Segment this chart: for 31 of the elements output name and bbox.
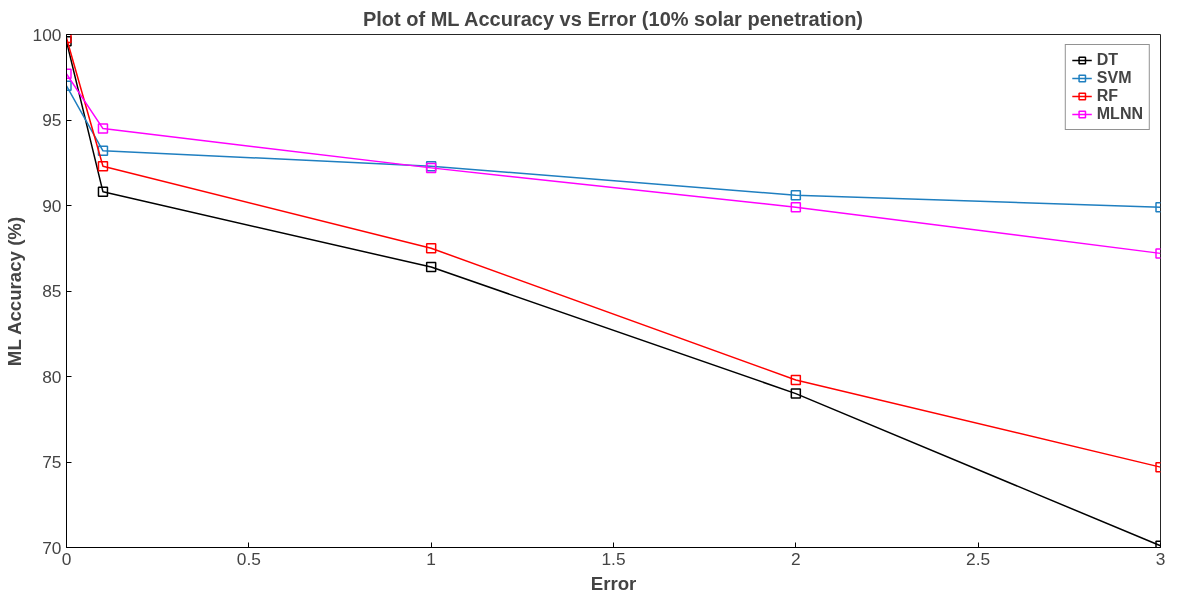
y-axis-title: ML Accuracy (%) bbox=[3, 216, 25, 367]
x-tick-label: 0 bbox=[61, 548, 72, 569]
y-tick-label: 95 bbox=[42, 110, 62, 130]
point bbox=[790, 201, 802, 213]
point bbox=[790, 388, 802, 399]
point bbox=[97, 160, 109, 172]
y-tick-label: 75 bbox=[42, 452, 62, 472]
x-tick-label: 0.5 bbox=[236, 548, 261, 569]
y-tick-label: 90 bbox=[42, 195, 62, 216]
point bbox=[97, 123, 109, 134]
point bbox=[790, 189, 802, 201]
y-tick-label: 70 bbox=[42, 537, 62, 558]
x-tick-label: 2.5 bbox=[966, 548, 991, 569]
x-tick-label: 1 bbox=[426, 548, 436, 569]
x-tick-label: 3 bbox=[1155, 548, 1166, 569]
x-axis-title: Error bbox=[590, 572, 637, 594]
legend-label: DT bbox=[1096, 51, 1119, 69]
legend-label: MLNN bbox=[1096, 105, 1143, 123]
legend-label: RF bbox=[1096, 87, 1119, 105]
point bbox=[790, 374, 802, 386]
chart-title: Plot of ML Accuracy vs Error (10% solar penetration) bbox=[362, 7, 864, 30]
point bbox=[97, 145, 109, 157]
point bbox=[97, 186, 109, 198]
legend-label: SVM bbox=[1096, 69, 1132, 87]
x-tick-label: 1.5 bbox=[601, 548, 626, 569]
point bbox=[425, 261, 437, 273]
x-tick-label: 2 bbox=[791, 548, 801, 569]
y-tick-label: 85 bbox=[42, 281, 62, 301]
y-tick-label: 80 bbox=[42, 366, 62, 387]
y-tick-label: 100 bbox=[32, 24, 62, 45]
point bbox=[425, 243, 437, 254]
